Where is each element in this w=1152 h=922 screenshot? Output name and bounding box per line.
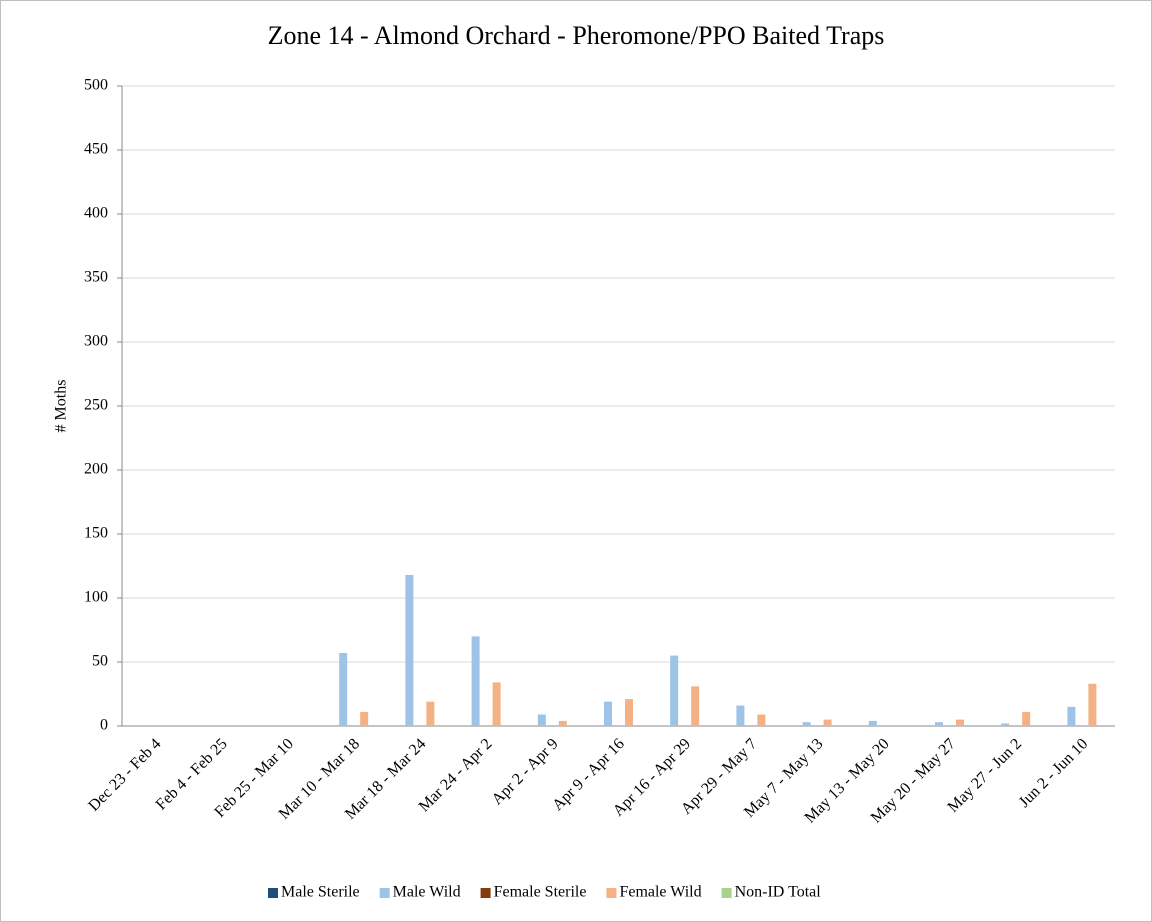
legend-swatch <box>480 888 491 898</box>
y-tick-label: 100 <box>84 589 108 606</box>
legend-swatch <box>379 888 390 898</box>
legend-swatch <box>268 888 278 898</box>
y-tick-label: 0 <box>100 717 108 734</box>
bar <box>625 699 633 726</box>
bar <box>604 701 612 726</box>
bar <box>471 636 480 726</box>
y-tick-label: 250 <box>84 397 108 414</box>
bar <box>757 714 766 726</box>
bar <box>426 701 435 726</box>
chart-title: Zone 14 - Almond Orchard - Pheromone/PPO… <box>268 21 885 50</box>
bar <box>339 653 348 726</box>
y-tick-label: 400 <box>84 205 108 222</box>
bar <box>360 711 369 726</box>
y-tick-label: 500 <box>84 77 108 94</box>
bar <box>802 722 811 726</box>
legend-label: Male Sterile <box>281 884 360 901</box>
bar <box>1088 683 1097 726</box>
y-tick-label: 350 <box>84 269 108 286</box>
legend: Male Sterile Male Wild Female Sterile Femal… <box>268 884 821 901</box>
bar <box>868 720 877 726</box>
y-tick-label: 50 <box>92 653 108 670</box>
bar <box>691 686 700 726</box>
bar <box>1067 706 1076 726</box>
legend-label: Male Wild <box>393 884 461 901</box>
bar <box>736 705 745 726</box>
bar <box>670 655 679 726</box>
bar <box>956 719 964 726</box>
legend-label: Female Sterile <box>494 884 587 901</box>
bar <box>492 682 501 726</box>
legend-label: Female Wild <box>619 884 701 901</box>
bar <box>1022 711 1031 726</box>
y-tick-label: 450 <box>84 141 108 158</box>
bar <box>405 574 414 726</box>
legend-swatch <box>606 888 617 898</box>
bar <box>823 719 832 726</box>
y-axis-label: # Moths <box>53 380 70 433</box>
legend-label: Non-ID Total <box>735 884 822 901</box>
y-tick-label: 150 <box>84 525 108 542</box>
bar <box>1001 723 1010 726</box>
bar <box>558 720 567 726</box>
legend-swatch <box>721 888 732 898</box>
y-tick-label: 300 <box>84 333 108 350</box>
bar <box>537 714 546 726</box>
bar <box>935 722 943 726</box>
y-tick-label: 200 <box>84 461 108 478</box>
